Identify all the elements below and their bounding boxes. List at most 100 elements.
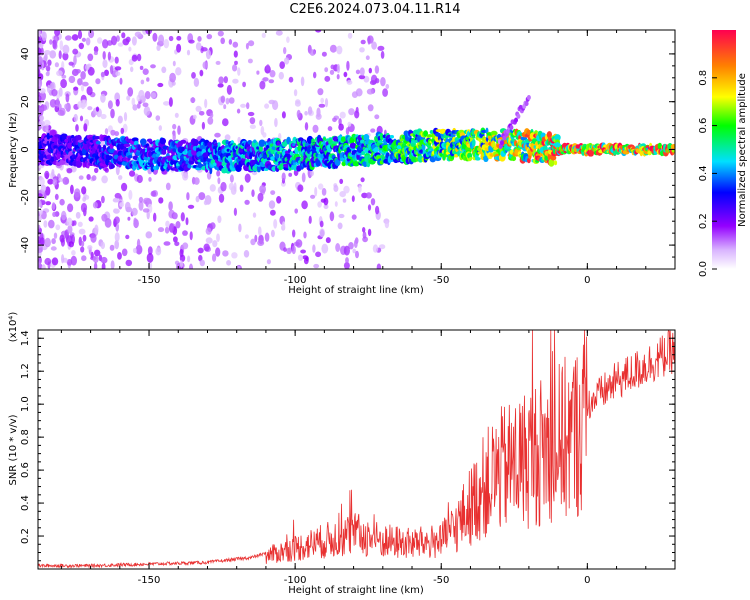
heatmap-noise-point [67, 225, 73, 234]
heatmap-ridge-point [352, 161, 360, 167]
colorbar-ticks: 0.0 0.2 0.4 0.6 0.8 [698, 70, 717, 277]
heatmap-noise-point [47, 59, 52, 66]
heatmap-noise-point [315, 113, 322, 120]
heatmap-noise-point [57, 109, 65, 116]
heatmap-noise-point [114, 232, 120, 242]
heatmap-noise-point [79, 115, 84, 122]
heatmap-ridge-point [526, 129, 532, 136]
heatmap-noise-point [81, 37, 86, 42]
heatmap-noise-point [93, 51, 98, 56]
heatmap-noise-point [38, 43, 44, 48]
heatmap-branch-point [502, 135, 507, 141]
heatmap-noise-point [323, 197, 329, 206]
heatmap-noise-point [325, 237, 331, 244]
heatmap-ridge-point [410, 143, 416, 148]
heatmap-noise-point [73, 113, 78, 122]
heatmap-noise-point [318, 103, 326, 108]
heatmap-noise-point [107, 100, 113, 110]
heatmap-noise-point [163, 241, 171, 246]
heatmap-noise-point [125, 234, 130, 240]
heatmap-noise-point [278, 71, 284, 80]
heatmap-ridge-point [259, 145, 263, 153]
heatmap-noise-point [238, 223, 242, 233]
heatmap-noise-point [368, 67, 372, 74]
heatmap-ridge-point [292, 143, 296, 147]
heatmap-noise-point [378, 244, 386, 250]
heatmap-noise-point [348, 242, 354, 250]
heatmap-noise-point [128, 46, 132, 52]
heatmap-noise-point [223, 76, 228, 84]
heatmap-noise-point [150, 190, 157, 197]
heatmap-noise-point [218, 193, 225, 203]
heatmap-noise-point [132, 247, 137, 254]
heatmap-noise-point [72, 220, 77, 226]
heatmap-noise-point [138, 196, 144, 203]
heatmap-noise-point [365, 55, 370, 60]
spectrogram-panel: -150 -100 -50 0 -40 -20 0 20 40 Height of strai… [8, 29, 676, 296]
heatmap-noise-point [157, 82, 164, 88]
heatmap-ridge-point [374, 146, 379, 153]
heatmap-noise-point [92, 255, 99, 263]
heatmap-noise-point [258, 226, 262, 236]
heatmap-noise-point [231, 252, 238, 259]
heatmap-noise-point [52, 39, 57, 49]
heatmap-noise-point [320, 97, 325, 104]
heatmap-noise-point [297, 184, 304, 192]
heatmap-ridge-point [379, 132, 384, 141]
colorbar: 0.0 0.2 0.4 0.6 0.8 Normalized spectral ampl… [698, 30, 748, 277]
y-tick-label: 40 [20, 48, 31, 61]
heatmap-noise-point [165, 182, 171, 191]
heatmap-noise-point [304, 122, 309, 131]
heatmap-noise-point [301, 172, 306, 183]
heatmap-noise-point [123, 112, 128, 122]
heatmap-noise-point [313, 71, 317, 79]
x-tick-label: -100 [284, 575, 307, 586]
heatmap-noise-point [190, 97, 196, 103]
heatmap-noise-point [262, 77, 269, 82]
heatmap-noise-point [174, 241, 180, 247]
heatmap-noise-point [244, 199, 250, 205]
heatmap-noise-point [281, 172, 286, 181]
colorbar-tick-label: 0.0 [698, 261, 709, 277]
heatmap-noise-point [55, 224, 61, 231]
heatmap-noise-point [152, 32, 158, 42]
heatmap-noise-point [51, 202, 56, 210]
heatmap-noise-point [338, 118, 342, 126]
heatmap-noise-point [339, 178, 344, 184]
heatmap-ridge-point [185, 160, 190, 165]
heatmap-noise-point [38, 224, 41, 230]
heatmap-noise-point [142, 208, 150, 213]
heatmap-noise-point [66, 217, 73, 227]
heatmap-noise-point [333, 185, 339, 192]
heatmap-ridge-point [123, 143, 131, 147]
heatmap-noise-point [94, 167, 99, 174]
heatmap-noise-point [47, 84, 51, 94]
heatmap-noise-point [360, 39, 366, 45]
heatmap-noise-point [217, 177, 221, 185]
heatmap-ridge-point [53, 145, 58, 149]
heatmap-noise-point [136, 53, 142, 62]
heatmap-noise-point [75, 69, 81, 74]
heatmap-noise-point [355, 106, 359, 114]
heatmap-noise-point [61, 210, 67, 221]
heatmap-noise-point [130, 66, 134, 73]
heatmap-ridge-point [465, 136, 470, 141]
heatmap-noise-point [209, 222, 216, 230]
heatmap-noise-point [138, 89, 145, 100]
colorbar-tick-label: 0.6 [698, 118, 709, 134]
heatmap-noise-point [369, 80, 377, 86]
heatmap-noise-point [324, 67, 329, 73]
heatmap-noise-point [193, 77, 200, 87]
heatmap-noise-point [47, 178, 54, 185]
heatmap-noise-point [315, 30, 322, 33]
heatmap-noise-point [117, 115, 123, 124]
heatmap-noise-point [54, 30, 61, 37]
heatmap-noise-point [146, 252, 154, 263]
heatmap-noise-point [206, 34, 213, 40]
y-tick-label: 0.6 [20, 462, 31, 478]
heatmap-noise-point [212, 253, 217, 262]
heatmap-noise-point [346, 79, 353, 85]
heatmap-noise-point [312, 124, 319, 133]
heatmap-noise-point [185, 217, 189, 226]
heatmap-noise-point [275, 30, 283, 36]
